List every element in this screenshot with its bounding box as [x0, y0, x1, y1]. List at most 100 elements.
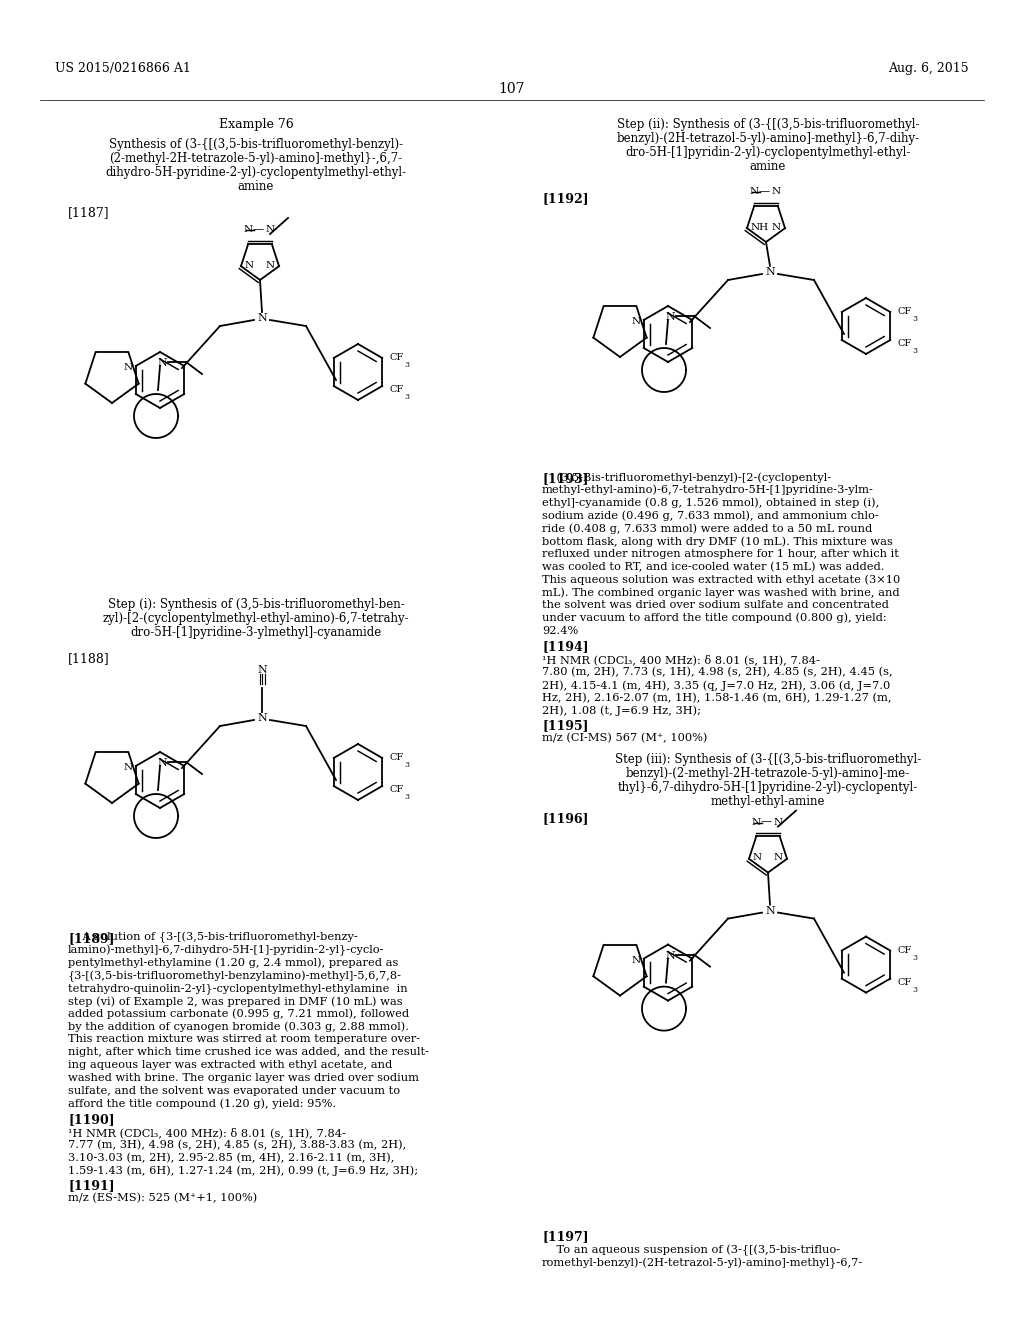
Text: Step (i): Synthesis of (3,5-bis-trifluoromethyl-ben-: Step (i): Synthesis of (3,5-bis-trifluor…	[108, 598, 404, 611]
Text: [1192]: [1192]	[542, 191, 589, 205]
Text: N: N	[774, 853, 783, 862]
Text: A solution of {3-[(3,5-bis-trifluoromethyl-benzy-: A solution of {3-[(3,5-bis-trifluorometh…	[68, 932, 357, 944]
Text: N: N	[765, 906, 775, 916]
Text: the solvent was dried over sodium sulfate and concentrated: the solvent was dried over sodium sulfat…	[542, 601, 889, 610]
Text: ¹H NMR (CDCl₃, 400 MHz): δ 8.01 (s, 1H), 7.84-: ¹H NMR (CDCl₃, 400 MHz): δ 8.01 (s, 1H),…	[542, 655, 820, 665]
Text: Synthesis of (3-{[(3,5-bis-trifluoromethyl-benzyl)-: Synthesis of (3-{[(3,5-bis-trifluorometh…	[109, 139, 403, 150]
Text: N: N	[157, 358, 167, 368]
Text: thyl}-6,7-dihydro-5H-[1]pyridine-2-yl)-cyclopentyl-: thyl}-6,7-dihydro-5H-[1]pyridine-2-yl)-c…	[617, 780, 919, 793]
Text: pentylmethyl-ethylamine (1.20 g, 2.4 mmol), prepared as: pentylmethyl-ethylamine (1.20 g, 2.4 mmo…	[68, 957, 398, 968]
Text: 3: 3	[404, 793, 409, 801]
Text: N: N	[632, 318, 641, 326]
Text: [1187]: [1187]	[68, 206, 110, 219]
Text: sodium azide (0.496 g, 7.633 mmol), and ammonium chlo-: sodium azide (0.496 g, 7.633 mmol), and …	[542, 511, 879, 521]
Text: N: N	[666, 950, 675, 961]
Text: [1193]: [1193]	[542, 473, 589, 484]
Text: 107: 107	[499, 82, 525, 96]
Text: 2H), 1.08 (t, J=6.9 Hz, 3H);: 2H), 1.08 (t, J=6.9 Hz, 3H);	[542, 706, 701, 717]
Text: 3: 3	[404, 393, 409, 401]
Text: Hz, 2H), 2.16-2.07 (m, 1H), 1.58-1.46 (m, 6H), 1.29-1.27 (m,: Hz, 2H), 2.16-2.07 (m, 1H), 1.58-1.46 (m…	[542, 693, 892, 704]
Text: [1190]: [1190]	[68, 1113, 115, 1126]
Text: N: N	[771, 187, 780, 195]
Text: —: —	[759, 186, 770, 195]
Text: [1195]: [1195]	[542, 719, 589, 733]
Text: night, after which time crushed ice was added, and the result-: night, after which time crushed ice was …	[68, 1047, 429, 1057]
Text: Example 76: Example 76	[219, 117, 293, 131]
Text: CF: CF	[390, 354, 404, 363]
Text: mL). The combined organic layer was washed with brine, and: mL). The combined organic layer was wash…	[542, 587, 900, 598]
Text: (2-methyl-2H-tetrazole-5-yl)-amino]-methyl}-,6,7-: (2-methyl-2H-tetrazole-5-yl)-amino]-meth…	[110, 152, 402, 165]
Text: N: N	[124, 363, 133, 372]
Text: tetrahydro-quinolin-2-yl}-cyclopentylmethyl-ethylamine  in: tetrahydro-quinolin-2-yl}-cyclopentylmet…	[68, 983, 408, 994]
Text: CF: CF	[390, 785, 404, 795]
Text: N: N	[266, 260, 275, 269]
Text: —: —	[761, 817, 771, 826]
Text: N: N	[753, 853, 762, 862]
Text: N: N	[124, 763, 133, 772]
Text: N: N	[257, 665, 267, 675]
Text: benzyl)-(2H-tetrazol-5-yl)-amino]-methyl}-6,7-dihy-: benzyl)-(2H-tetrazol-5-yl)-amino]-methyl…	[616, 132, 920, 145]
Text: 3: 3	[912, 315, 918, 323]
Text: N: N	[245, 260, 254, 269]
Text: 3: 3	[912, 986, 918, 994]
Text: N: N	[765, 267, 775, 277]
Text: To an aqueous suspension of (3-{[(3,5-bis-trifluo-: To an aqueous suspension of (3-{[(3,5-bi…	[542, 1245, 840, 1257]
Text: lamino)-methyl]-6,7-dihydro-5H-[1]-pyridin-2-yl}-cyclo-: lamino)-methyl]-6,7-dihydro-5H-[1]-pyrid…	[68, 945, 384, 956]
Text: was cooled to RT, and ice-cooled water (15 mL) was added.: was cooled to RT, and ice-cooled water (…	[542, 561, 885, 572]
Text: 1.59-1.43 (m, 6H), 1.27-1.24 (m, 2H), 0.99 (t, J=6.9 Hz, 3H);: 1.59-1.43 (m, 6H), 1.27-1.24 (m, 2H), 0.…	[68, 1166, 418, 1176]
Text: m/z (CI-MS) 567 (M⁺, 100%): m/z (CI-MS) 567 (M⁺, 100%)	[542, 733, 708, 743]
Text: [1196]: [1196]	[542, 813, 589, 825]
Text: ride (0.408 g, 7.633 mmol) were added to a 50 mL round: ride (0.408 g, 7.633 mmol) were added to…	[542, 523, 872, 533]
Text: —: —	[253, 224, 263, 234]
Text: benzyl)-(2-methyl-2H-tetrazole-5-yl)-amino]-me-: benzyl)-(2-methyl-2H-tetrazole-5-yl)-ami…	[626, 767, 910, 780]
Text: added potassium carbonate (0.995 g, 7.21 mmol), followed: added potassium carbonate (0.995 g, 7.21…	[68, 1008, 410, 1019]
Text: ing aqueous layer was extracted with ethyl acetate, and: ing aqueous layer was extracted with eth…	[68, 1060, 392, 1071]
Text: 3: 3	[404, 360, 409, 370]
Text: {3-[(3,5-bis-trifluoromethyl-benzylamino)-methyl]-5,6,7,8-: {3-[(3,5-bis-trifluoromethyl-benzylamino…	[68, 970, 402, 982]
Text: washed with brine. The organic layer was dried over sodium: washed with brine. The organic layer was…	[68, 1073, 419, 1082]
Text: (3,5-Bis-trifluoromethyl-benzyl)-[2-(cyclopentyl-: (3,5-Bis-trifluoromethyl-benzyl)-[2-(cyc…	[542, 473, 831, 483]
Text: N: N	[257, 713, 267, 723]
Text: N: N	[157, 758, 167, 768]
Text: 3: 3	[912, 953, 918, 961]
Text: Aug. 6, 2015: Aug. 6, 2015	[889, 62, 969, 75]
Text: [1194]: [1194]	[542, 640, 589, 653]
Text: refluxed under nitrogen atmosphere for 1 hour, after which it: refluxed under nitrogen atmosphere for 1…	[542, 549, 899, 558]
Text: N: N	[750, 187, 759, 195]
Text: [1188]: [1188]	[68, 652, 110, 665]
Text: N: N	[666, 312, 675, 322]
Text: bottom flask, along with dry DMF (10 mL). This mixture was: bottom flask, along with dry DMF (10 mL)…	[542, 536, 893, 546]
Text: Step (iii): Synthesis of (3-{[(3,5-bis-trifluoromethyl-: Step (iii): Synthesis of (3-{[(3,5-bis-t…	[614, 752, 922, 766]
Text: step (vi) of Example 2, was prepared in DMF (10 mL) was: step (vi) of Example 2, was prepared in …	[68, 997, 402, 1007]
Text: ethyl]-cyanamide (0.8 g, 1.526 mmol), obtained in step (i),: ethyl]-cyanamide (0.8 g, 1.526 mmol), ob…	[542, 498, 880, 508]
Text: methyl-ethyl-amino)-6,7-tetrahydro-5H-[1]pyridine-3-ylm-: methyl-ethyl-amino)-6,7-tetrahydro-5H-[1…	[542, 484, 873, 495]
Text: CF: CF	[390, 754, 404, 763]
Text: CF: CF	[390, 385, 404, 395]
Text: 7.77 (m, 3H), 4.98 (s, 2H), 4.85 (s, 2H), 3.88-3.83 (m, 2H),: 7.77 (m, 3H), 4.98 (s, 2H), 4.85 (s, 2H)…	[68, 1140, 407, 1150]
Text: sulfate, and the solvent was evaporated under vacuum to: sulfate, and the solvent was evaporated …	[68, 1085, 400, 1096]
Text: This reaction mixture was stirred at room temperature over-: This reaction mixture was stirred at roo…	[68, 1035, 420, 1044]
Text: CF: CF	[898, 339, 912, 348]
Text: N: N	[265, 224, 274, 234]
Text: CF: CF	[898, 946, 912, 956]
Text: CF: CF	[898, 308, 912, 317]
Text: amine: amine	[750, 160, 786, 173]
Text: [1189]: [1189]	[68, 932, 115, 945]
Text: dro-5H-[1]pyridine-3-ylmethyl]-cyanamide: dro-5H-[1]pyridine-3-ylmethyl]-cyanamide	[130, 626, 382, 639]
Text: 92.4%: 92.4%	[542, 626, 579, 636]
Text: [1191]: [1191]	[68, 1180, 115, 1192]
Text: methyl-ethyl-amine: methyl-ethyl-amine	[711, 795, 825, 808]
Text: romethyl-benzyl)-(2H-tetrazol-5-yl)-amino]-methyl}-6,7-: romethyl-benzyl)-(2H-tetrazol-5-yl)-amin…	[542, 1258, 863, 1270]
Text: under vacuum to afford the title compound (0.800 g), yield:: under vacuum to afford the title compoun…	[542, 612, 887, 623]
Text: dihydro-5H-pyridine-2-yl)-cyclopentylmethyl-ethyl-: dihydro-5H-pyridine-2-yl)-cyclopentylmet…	[105, 166, 407, 180]
Text: [1197]: [1197]	[542, 1230, 589, 1243]
Text: N: N	[257, 313, 267, 323]
Text: 3: 3	[404, 762, 409, 770]
Text: N: N	[752, 817, 761, 826]
Text: zyl)-[2-(cyclopentylmethyl-ethyl-amino)-6,7-tetrahy-: zyl)-[2-(cyclopentylmethyl-ethyl-amino)-…	[102, 612, 410, 624]
Text: ¹H NMR (CDCl₃, 400 MHz): δ 8.01 (s, 1H), 7.84-: ¹H NMR (CDCl₃, 400 MHz): δ 8.01 (s, 1H),…	[68, 1127, 346, 1138]
Text: m/z (ES-MS): 525 (M⁺+1, 100%): m/z (ES-MS): 525 (M⁺+1, 100%)	[68, 1192, 257, 1203]
Text: Step (ii): Synthesis of (3-{[(3,5-bis-trifluoromethyl-: Step (ii): Synthesis of (3-{[(3,5-bis-tr…	[616, 117, 920, 131]
Text: afford the title compound (1.20 g), yield: 95%.: afford the title compound (1.20 g), yiel…	[68, 1098, 336, 1109]
Text: 7.80 (m, 2H), 7.73 (s, 1H), 4.98 (s, 2H), 4.85 (s, 2H), 4.45 (s,: 7.80 (m, 2H), 7.73 (s, 1H), 4.98 (s, 2H)…	[542, 667, 893, 677]
